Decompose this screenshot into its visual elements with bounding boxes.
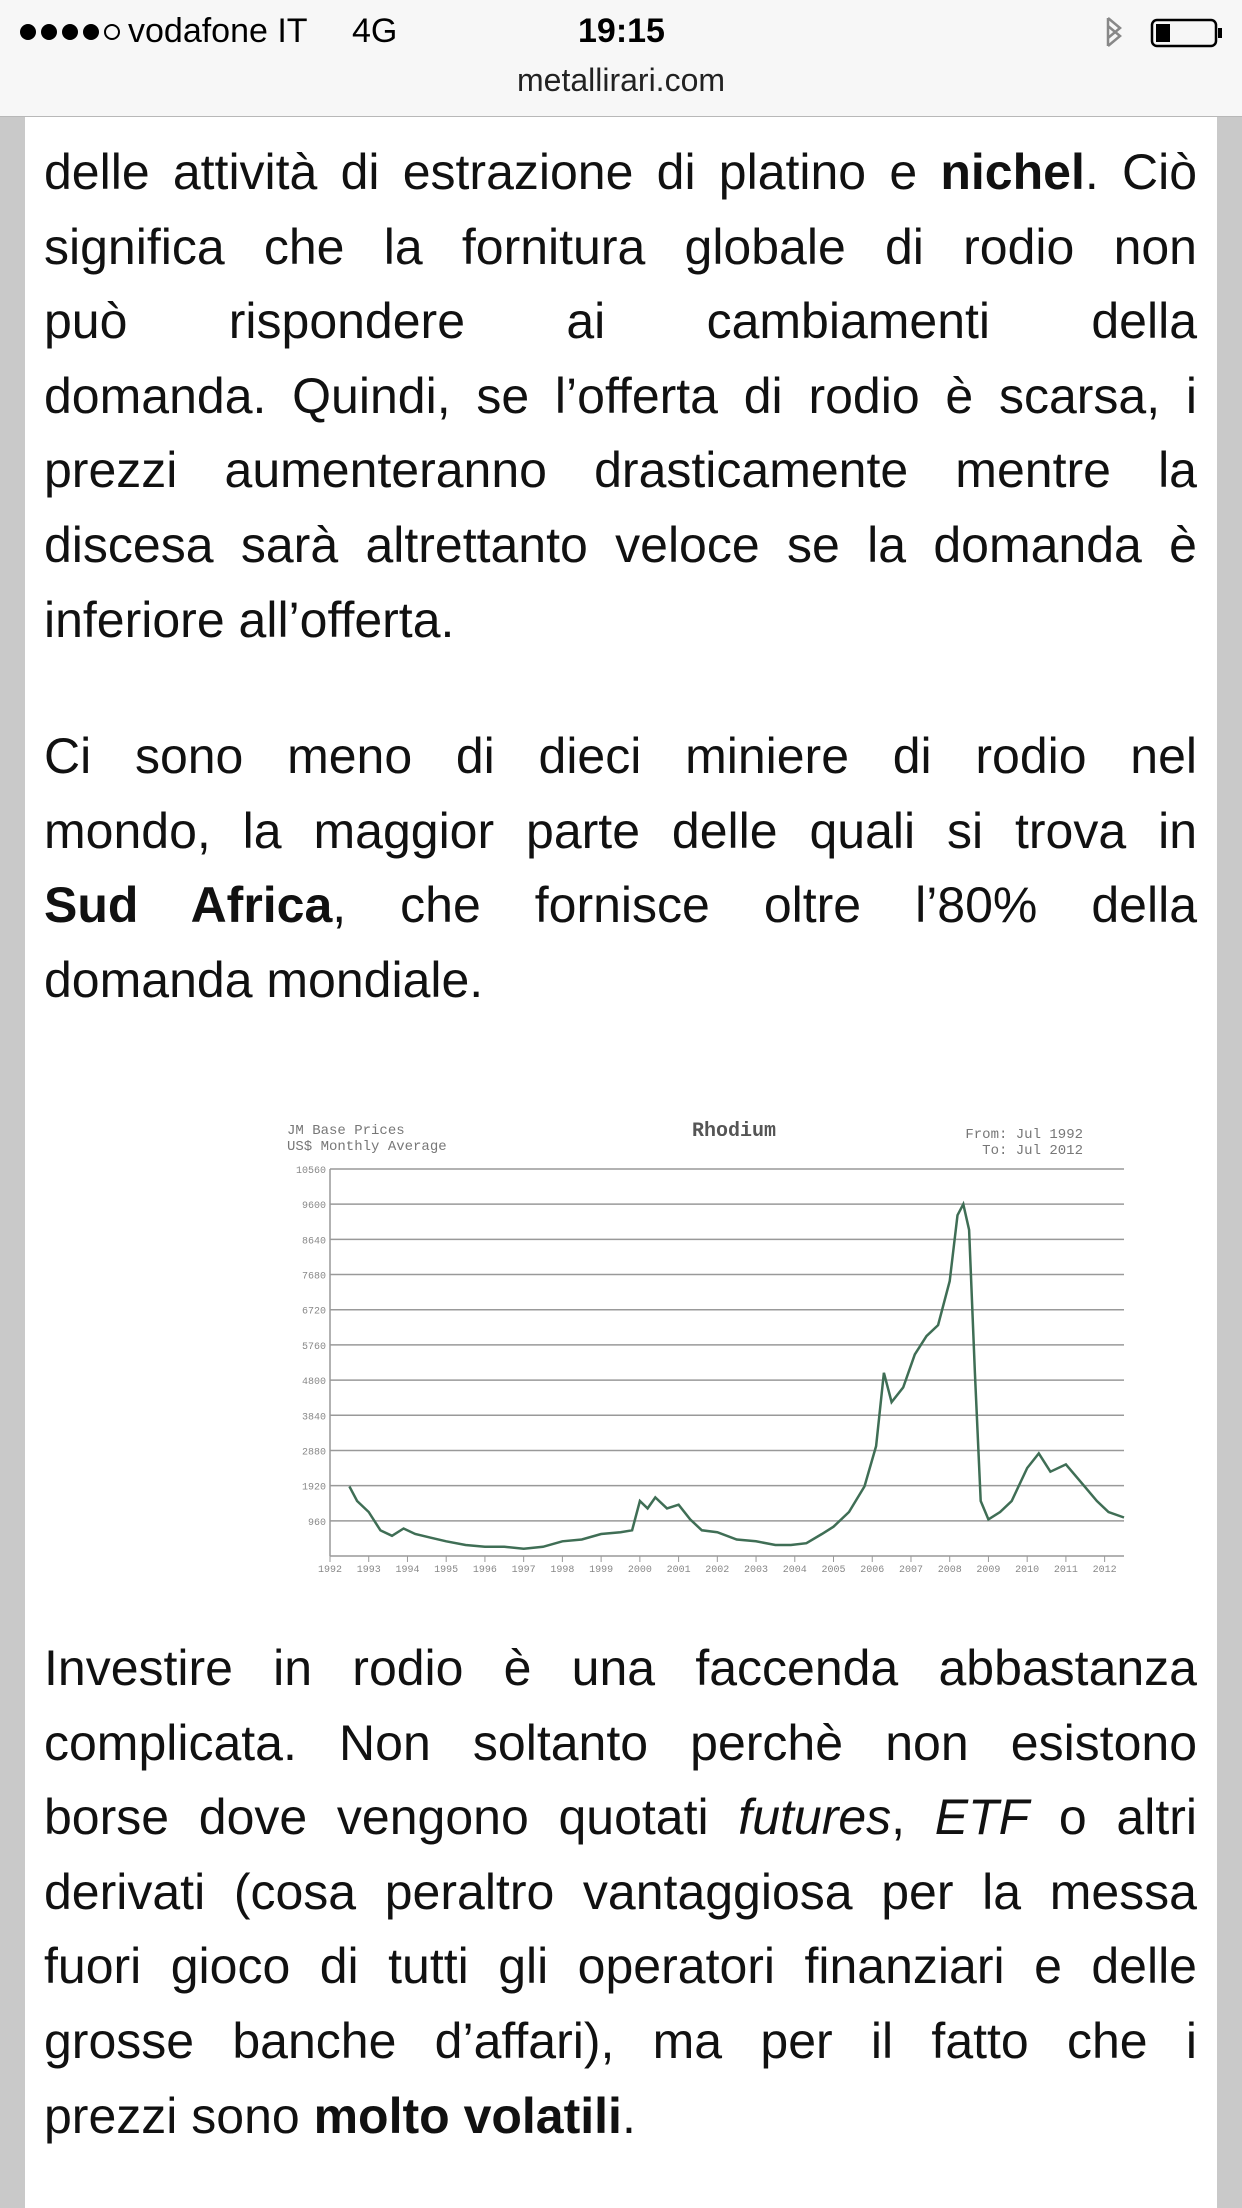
- chart-subtitle: US$ Monthly Average: [287, 1139, 447, 1155]
- y-tick-label: 6720: [302, 1307, 326, 1318]
- text-run: prezzi sono: [44, 2087, 314, 2144]
- x-tick-label: 2005: [822, 1565, 846, 1576]
- text-run: domanda. Quindi, se l’offerta di rodio è…: [44, 367, 1197, 424]
- bold-text: Sud Africa: [44, 877, 333, 934]
- text-line: mondo, la maggior parte delle quali si t…: [44, 794, 1197, 869]
- x-tick-label: 2003: [744, 1565, 768, 1576]
- text-run: ,: [891, 1789, 935, 1846]
- x-tick-label: 1993: [357, 1565, 381, 1576]
- x-tick-label: 2000: [628, 1565, 652, 1576]
- x-tick-label: 1997: [512, 1565, 536, 1576]
- price-line: [348, 1200, 1125, 1550]
- x-tick-label: 2001: [667, 1565, 691, 1576]
- chart-subtitle: From: Jul 1992: [965, 1127, 1083, 1143]
- text-run: domanda mondiale.: [44, 951, 484, 1008]
- text-line: fuori gioco di tutti gli operatori finan…: [44, 1929, 1197, 2004]
- text-line: borse dove vengono quotati futures, ETF …: [44, 1780, 1197, 1855]
- bold-text: molto volatili: [313, 2087, 622, 2144]
- y-tick-label: 1920: [302, 1483, 326, 1494]
- text-run: Ci sono meno di dieci miniere di rodio n…: [44, 728, 1197, 784]
- text-line: significa che la fornitura globale di ro…: [44, 210, 1197, 285]
- x-tick-label: 2002: [705, 1565, 729, 1576]
- signal-icon: [20, 24, 120, 40]
- text-run: grosse banche d’affari), ma per il fatto…: [44, 2013, 1197, 2069]
- text-run: borse dove vengono quotati: [44, 1789, 739, 1846]
- y-tick-label: 4800: [302, 1377, 326, 1388]
- text-run: significa che la fornitura globale di ro…: [44, 218, 1197, 275]
- x-tick-label: 1996: [473, 1565, 497, 1576]
- y-tick-label: 3840: [302, 1412, 326, 1423]
- text-line: derivati (cosa peraltro vantaggiosa per …: [44, 1855, 1197, 1930]
- y-tick-label: 960: [308, 1518, 326, 1529]
- text-line: grosse banche d’affari), ma per il fatto…: [44, 2004, 1197, 2079]
- y-tick-label: 9600: [302, 1201, 326, 1212]
- italic-text: ETF: [934, 1789, 1030, 1846]
- x-tick-label: 2011: [1054, 1565, 1078, 1576]
- page-content: [25, 0, 1217, 2208]
- network: 4G: [352, 12, 398, 50]
- text-line: prezzi sono molto volatili.: [44, 2079, 1197, 2154]
- text-line: Investire in rodio è una faccenda abbast…: [44, 1631, 1197, 1706]
- text-run: prezzi aumenteranno drasticamente mentre…: [44, 442, 1197, 499]
- x-tick-label: 2006: [860, 1565, 884, 1576]
- x-tick-label: 2009: [976, 1565, 1000, 1576]
- text-run: , che fornisce oltre l’80% della: [332, 877, 1197, 934]
- text-run: può rispondere ai cambiamenti della: [44, 293, 1197, 350]
- text-line: inferiore all’offerta.: [44, 583, 1197, 658]
- bold-text: nichel: [940, 144, 1085, 200]
- text-line: Sud Africa, che fornisce oltre l’80% del…: [44, 868, 1197, 943]
- chart-background: [275, 1112, 1140, 1584]
- x-tick-label: 1992: [318, 1565, 342, 1576]
- y-tick-label: 5760: [302, 1342, 326, 1353]
- italic-text: futures: [738, 1789, 892, 1846]
- carrier: vodafone IT: [128, 12, 308, 50]
- x-tick-label: 2012: [1093, 1565, 1117, 1576]
- chart-title: Rhodium: [692, 1120, 776, 1143]
- x-tick-label: 1999: [589, 1565, 613, 1576]
- url[interactable]: metallirari.com: [516, 62, 726, 98]
- x-tick-label: 2004: [783, 1565, 807, 1576]
- battery-icon: [1106, 17, 1222, 48]
- clock: 19:15: [578, 12, 665, 50]
- text-run: discesa sarà altrettanto veloce se la do…: [44, 517, 1197, 573]
- x-tick-label: 2007: [899, 1565, 923, 1576]
- status-bar: vodafone IT 4G 19:15 metallirari.com: [0, 0, 1242, 117]
- x-tick-label: 2010: [1015, 1565, 1039, 1576]
- text-run: delle attività di estrazione di platino …: [44, 144, 941, 200]
- y-tick-label: 10560: [296, 1166, 326, 1177]
- text-line: delle attività di estrazione di platino …: [44, 135, 1197, 210]
- text-run: complicata. Non soltanto perchè non esis…: [44, 1714, 1197, 1771]
- x-tick-label: 1994: [395, 1565, 419, 1576]
- x-tick-label: 1998: [550, 1565, 574, 1576]
- y-tick-label: 2880: [302, 1447, 326, 1458]
- y-tick-label: 7680: [302, 1272, 326, 1283]
- text-run: .: [621, 2087, 636, 2144]
- x-tick-label: 1995: [434, 1565, 458, 1576]
- text-line: discesa sarà altrettanto veloce se la do…: [44, 508, 1197, 583]
- text-run: . Ciò: [1084, 144, 1197, 200]
- text-line: domanda mondiale.: [44, 943, 1197, 1018]
- text-line: può rispondere ai cambiamenti della: [44, 284, 1197, 359]
- text-run: o altri: [1029, 1789, 1197, 1846]
- text-run: mondo, la maggior parte delle quali si t…: [44, 802, 1197, 859]
- text-run: fuori gioco di tutti gli operatori finan…: [44, 1938, 1197, 1995]
- chart-subtitle: JM Base Prices: [287, 1123, 405, 1139]
- text-line: Ci sono meno di dieci miniere di rodio n…: [44, 719, 1197, 794]
- text-line: complicata. Non soltanto perchè non esis…: [44, 1706, 1197, 1781]
- y-tick-label: 8640: [302, 1236, 326, 1247]
- text-run: Investire in rodio è una faccenda abbast…: [44, 1640, 1197, 1696]
- text-line: prezzi aumenteranno drasticamente mentre…: [44, 433, 1197, 508]
- text-line: domanda. Quindi, se l’offerta di rodio è…: [44, 359, 1197, 434]
- text-run: inferiore all’offerta.: [44, 591, 455, 648]
- x-tick-label: 2008: [938, 1565, 962, 1576]
- chart-subtitle: To: Jul 2012: [982, 1143, 1083, 1159]
- text-run: derivati (cosa peraltro vantaggiosa per …: [44, 1863, 1197, 1920]
